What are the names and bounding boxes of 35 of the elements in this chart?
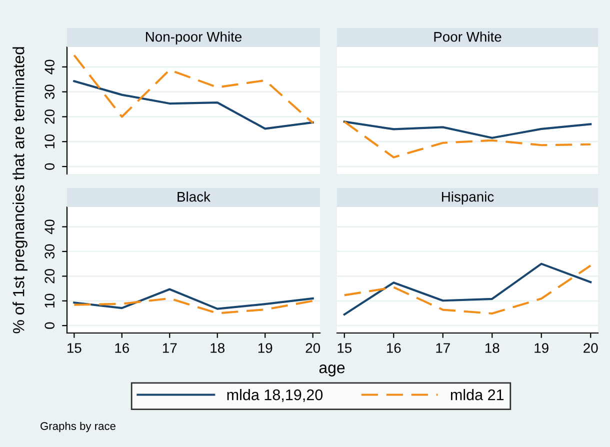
y-tick-label: 10	[44, 134, 55, 148]
x-tick-label: 17	[436, 343, 450, 353]
text: Graphs by race	[40, 422, 116, 432]
y-tick-label: 20	[44, 110, 55, 124]
y-tick-label: 0	[44, 322, 55, 329]
legend-label: mlda 18,19,20	[227, 389, 323, 402]
y-tick-label: 30	[44, 84, 55, 100]
chart-title: Hispanic	[442, 192, 494, 204]
chart-title: Non-poor White	[146, 32, 242, 44]
line-series	[73, 297, 314, 314]
x-axis-title: age	[319, 364, 345, 376]
x-tick-label: 15	[338, 343, 352, 353]
x-tick-label: 20	[584, 343, 598, 353]
x-tick-label: 18	[210, 343, 224, 353]
y-tick-label: 40	[44, 60, 55, 74]
x-tick-label: 19	[258, 343, 272, 353]
x-tick-label: 19	[534, 343, 548, 353]
y-tick-label: 40	[44, 220, 55, 234]
line-series	[73, 54, 314, 124]
x-tick-label: 16	[386, 343, 401, 353]
chart-title: Black	[178, 192, 210, 202]
y-tick-label: 30	[44, 244, 55, 259]
x-tick-label: 20	[306, 343, 320, 353]
x-tick-label: 18	[485, 343, 500, 353]
chart-title: Poor White	[434, 32, 502, 42]
line-series	[73, 80, 314, 130]
y-tick-label: 0	[44, 163, 55, 170]
line-series	[73, 288, 314, 310]
x-tick-label: 16	[115, 343, 130, 353]
x-tick-label: 17	[162, 343, 177, 353]
y-axis-title: % of 1st pregnancies that are terminated	[12, 47, 28, 334]
x-tick-label: 15	[67, 343, 82, 353]
legend-label: mlda 21	[450, 389, 504, 400]
y-tick-label: 10	[44, 294, 55, 308]
y-tick-label: 20	[44, 268, 55, 284]
